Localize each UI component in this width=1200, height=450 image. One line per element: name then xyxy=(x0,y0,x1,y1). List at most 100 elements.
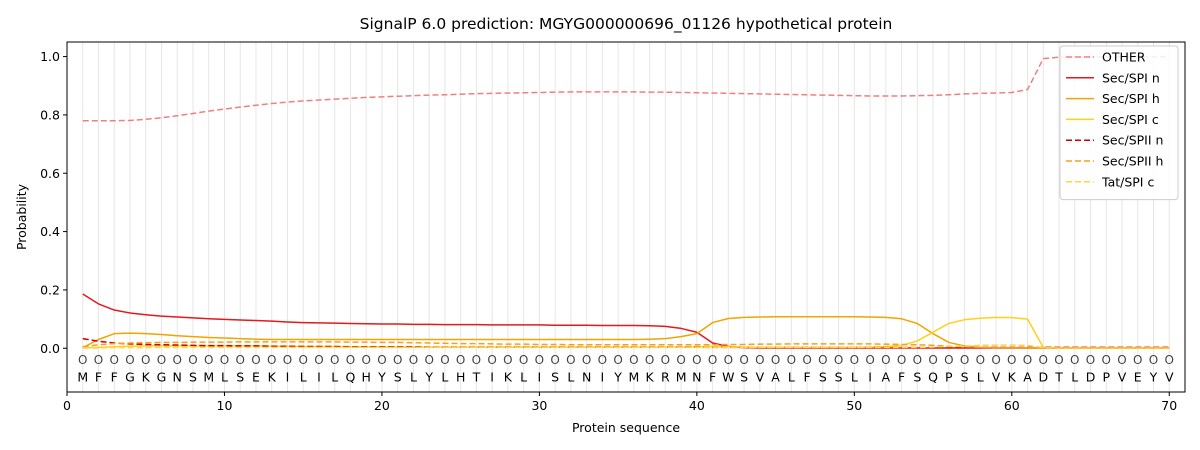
residue-marker: O xyxy=(125,353,134,367)
residue-marker: O xyxy=(535,353,544,367)
residue-letter: L xyxy=(977,369,984,384)
residue-marker: O xyxy=(708,353,717,367)
residue-marker: O xyxy=(440,353,449,367)
residue-marker: O xyxy=(739,353,748,367)
residue-letter: G xyxy=(157,369,167,384)
residue-letter: K xyxy=(268,369,277,384)
plot-frame xyxy=(66,41,1186,393)
residue-marker: O xyxy=(283,353,292,367)
residue-marker: O xyxy=(928,353,937,367)
residue-letter: N xyxy=(173,369,182,384)
residue-marker: O xyxy=(456,353,465,367)
x-axis-label: Protein sequence xyxy=(572,420,680,435)
residue-marker: O xyxy=(519,353,528,367)
residue-letter: Y xyxy=(1149,369,1158,384)
y-tick-label: 0.2 xyxy=(40,282,60,297)
x-tick-label: 70 xyxy=(1161,398,1177,413)
residue-marker: O xyxy=(787,353,796,367)
residue-marker: O xyxy=(550,353,559,367)
residue-letter: S xyxy=(819,369,827,384)
y-tick-label: 1.0 xyxy=(40,49,60,64)
residue-letter: L xyxy=(1071,369,1078,384)
residue-letter: L xyxy=(851,369,858,384)
residue-marker: O xyxy=(991,353,1000,367)
residue-marker: O xyxy=(598,353,607,367)
residue-letter: S xyxy=(835,369,843,384)
residue-marker: O xyxy=(204,353,213,367)
residue-marker: O xyxy=(188,353,197,367)
residue-letter: I xyxy=(490,369,494,384)
residue-marker: O xyxy=(960,353,969,367)
residue-letter: K xyxy=(1008,369,1017,384)
residue-marker: O xyxy=(110,353,119,367)
residue-letter: S xyxy=(236,369,244,384)
residue-letter: L xyxy=(331,369,338,384)
residue-marker: O xyxy=(424,353,433,367)
x-tick-label: 40 xyxy=(689,398,705,413)
legend-label: Sec/SPII h xyxy=(1102,154,1163,169)
residue-marker: O xyxy=(220,353,229,367)
residue-marker: O xyxy=(251,353,260,367)
residue-marker: O xyxy=(1054,353,1063,367)
residue-letter: N xyxy=(692,369,701,384)
residue-letter: I xyxy=(317,369,321,384)
legend-label: Sec/SPII n xyxy=(1102,133,1163,148)
legend-label: OTHER xyxy=(1102,50,1146,65)
residue-letter: Y xyxy=(424,369,433,384)
residue-letter: F xyxy=(111,369,118,384)
residue-marker: O xyxy=(881,353,890,367)
residue-letter: L xyxy=(441,369,448,384)
residue-letter: D xyxy=(1086,369,1096,384)
residue-letter: S xyxy=(551,369,559,384)
residue-letter: F xyxy=(803,369,810,384)
residue-letter: H xyxy=(361,369,370,384)
residue-marker: O xyxy=(897,353,906,367)
y-tick-label: 0.6 xyxy=(40,166,60,181)
series-line-other xyxy=(82,56,1170,122)
series-line-sec-spi-h xyxy=(82,316,1170,349)
residue-marker: O xyxy=(865,353,874,367)
series-lines xyxy=(82,56,1170,349)
residue-marker: O xyxy=(613,353,622,367)
x-tick-label: 30 xyxy=(531,398,547,413)
residue-letter: P xyxy=(1102,369,1110,384)
residue-letter: M xyxy=(628,369,639,384)
residue-marker: O xyxy=(141,353,150,367)
residue-marker: O xyxy=(724,353,733,367)
residue-letter: Q xyxy=(928,369,938,384)
legend-label: Sec/SPI n xyxy=(1102,70,1160,85)
residue-letter: L xyxy=(410,369,417,384)
residue-gridlines xyxy=(82,42,1170,392)
residue-marker: O xyxy=(346,353,355,367)
residue-letter: V xyxy=(992,369,1001,384)
residue-letter: L xyxy=(221,369,228,384)
x-tick-label: 60 xyxy=(1004,398,1020,413)
residue-letter: F xyxy=(709,369,716,384)
residue-letter: Y xyxy=(613,369,622,384)
residue-marker: O xyxy=(235,353,244,367)
residue-letter: L xyxy=(300,369,307,384)
residue-marker: O xyxy=(314,353,323,367)
x-tick-label: 50 xyxy=(846,398,862,413)
residue-marker: O xyxy=(503,353,512,367)
residue-marker: O xyxy=(582,353,591,367)
residue-marker: O xyxy=(487,353,496,367)
residue-letter: K xyxy=(504,369,513,384)
residue-letter: V xyxy=(1165,369,1174,384)
residue-letter: K xyxy=(646,369,655,384)
y-tick-label: 0.4 xyxy=(40,224,60,239)
residue-marker: O xyxy=(1133,353,1142,367)
residue-letter: T xyxy=(472,369,481,384)
residue-marker: O xyxy=(330,353,339,367)
residue-letter: I xyxy=(538,369,542,384)
residue-marker: O xyxy=(78,353,87,367)
legend-label: Tat/SPI c xyxy=(1101,174,1154,189)
residue-letter: E xyxy=(1134,369,1142,384)
residue-letter: A xyxy=(771,369,780,384)
residue-letter: S xyxy=(189,369,197,384)
residue-track: OMOFOFOGOKOGONOSOMOLOSOEOKOIOLOIOLOQOHOY… xyxy=(77,353,1174,385)
residue-letter: L xyxy=(520,369,527,384)
residue-letter: A xyxy=(1023,369,1032,384)
residue-marker: O xyxy=(157,353,166,367)
series-line-sec-spi-c xyxy=(82,316,1170,349)
